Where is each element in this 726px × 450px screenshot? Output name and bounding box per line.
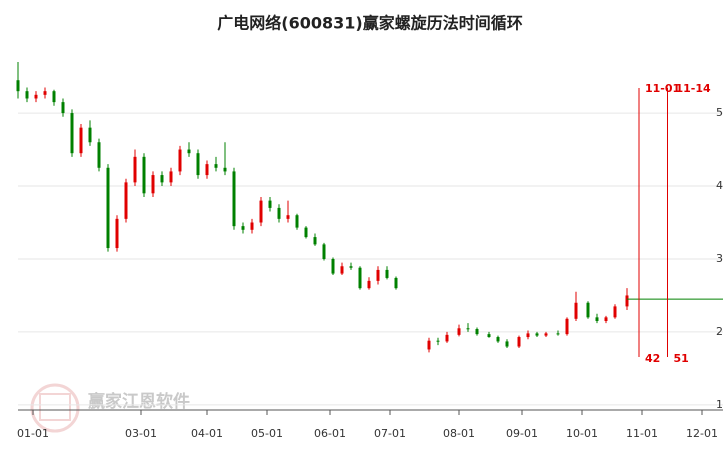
candle-body — [268, 200, 272, 208]
candle-body — [61, 102, 65, 114]
candle-body — [286, 215, 290, 219]
candle-body — [466, 328, 470, 330]
candle-body — [535, 333, 539, 336]
watermark: 赢家江恩软件 — [88, 391, 190, 412]
y-tick-label: 2 — [716, 325, 723, 338]
candle-body — [259, 200, 263, 223]
candle-body — [475, 329, 479, 335]
logo-box — [39, 393, 71, 421]
watermark-logo — [30, 383, 80, 433]
candle-body — [97, 142, 101, 168]
x-tick-label: 10-01 — [566, 427, 598, 440]
x-tick-label: 09-01 — [506, 427, 538, 440]
x-tick-label: 05-01 — [251, 427, 283, 440]
candle-body — [205, 164, 209, 176]
y-tick-label: 3 — [716, 252, 723, 265]
candle-body — [322, 244, 326, 259]
candle-body — [124, 182, 128, 219]
candle-body — [340, 266, 344, 274]
cycle-count: 42 — [645, 352, 660, 365]
candle-body — [79, 127, 83, 154]
candle-body — [304, 227, 308, 238]
candle-body — [604, 317, 608, 321]
candle-body — [151, 175, 155, 194]
x-tick-label: 11-01 — [626, 427, 658, 440]
candle-body — [457, 328, 461, 335]
y-tick-label: 1 — [716, 398, 723, 411]
candle-body — [160, 175, 164, 183]
x-tick-label: 07-01 — [374, 427, 406, 440]
candle-body — [427, 340, 431, 350]
cycle-date: 11-14 — [676, 82, 712, 95]
candle-body — [313, 237, 317, 245]
candle-body — [613, 306, 617, 318]
y-tick-label: 4 — [716, 179, 723, 192]
candle-body — [358, 267, 362, 289]
candle-body — [565, 318, 569, 335]
candle-body — [25, 91, 29, 99]
candle-body — [214, 164, 218, 168]
y-tick-label: 5 — [716, 106, 723, 119]
logo-ring — [30, 383, 80, 433]
candle-body — [133, 156, 137, 183]
candle-body — [574, 302, 578, 319]
candle-body — [34, 94, 38, 99]
x-tick-label: 06-01 — [314, 427, 346, 440]
candle-body — [232, 171, 236, 227]
candle-body — [16, 80, 20, 92]
candle-body — [331, 258, 335, 274]
candle-body — [106, 167, 110, 249]
candle-body — [625, 295, 629, 307]
candle-body — [88, 127, 92, 143]
candle-body — [115, 218, 119, 249]
candle-body — [277, 207, 281, 219]
candle-body — [487, 334, 491, 338]
candle-body — [556, 333, 560, 335]
candle-body — [178, 149, 182, 172]
candle-body — [436, 340, 440, 342]
candle-body — [385, 269, 389, 278]
x-tick-label: 01-01 — [17, 427, 49, 440]
candle-body — [52, 91, 56, 103]
candle-body — [394, 277, 398, 289]
candle-body — [250, 222, 254, 230]
candle-body — [223, 167, 227, 172]
x-tick-label: 12-01 — [686, 427, 718, 440]
candle-body — [376, 269, 380, 281]
candle-body — [595, 317, 599, 321]
x-tick-label: 08-01 — [443, 427, 475, 440]
candle-body — [544, 333, 548, 336]
candle-body — [517, 337, 521, 347]
candle-body — [169, 171, 173, 183]
candle-body — [187, 149, 191, 154]
candle-body — [241, 226, 245, 230]
candle-body — [196, 153, 200, 176]
candle-body — [349, 266, 353, 268]
candle-body — [367, 280, 371, 289]
chart-title: 广电网络(600831)赢家螺旋历法时间循环 — [217, 14, 522, 33]
cycle-count: 51 — [674, 352, 689, 365]
x-tick-label: 03-01 — [125, 427, 157, 440]
cycle-date: 11-01 — [645, 82, 680, 95]
x-tick-label: 04-01 — [191, 427, 223, 440]
candle-body — [295, 215, 299, 228]
candle-body — [142, 156, 146, 194]
candle-body — [445, 334, 449, 342]
candle-body — [526, 333, 530, 338]
candle-body — [496, 337, 500, 342]
candle-body — [505, 341, 509, 347]
candle-body — [43, 91, 47, 95]
candle-body — [586, 302, 590, 318]
candle-body — [70, 113, 74, 154]
